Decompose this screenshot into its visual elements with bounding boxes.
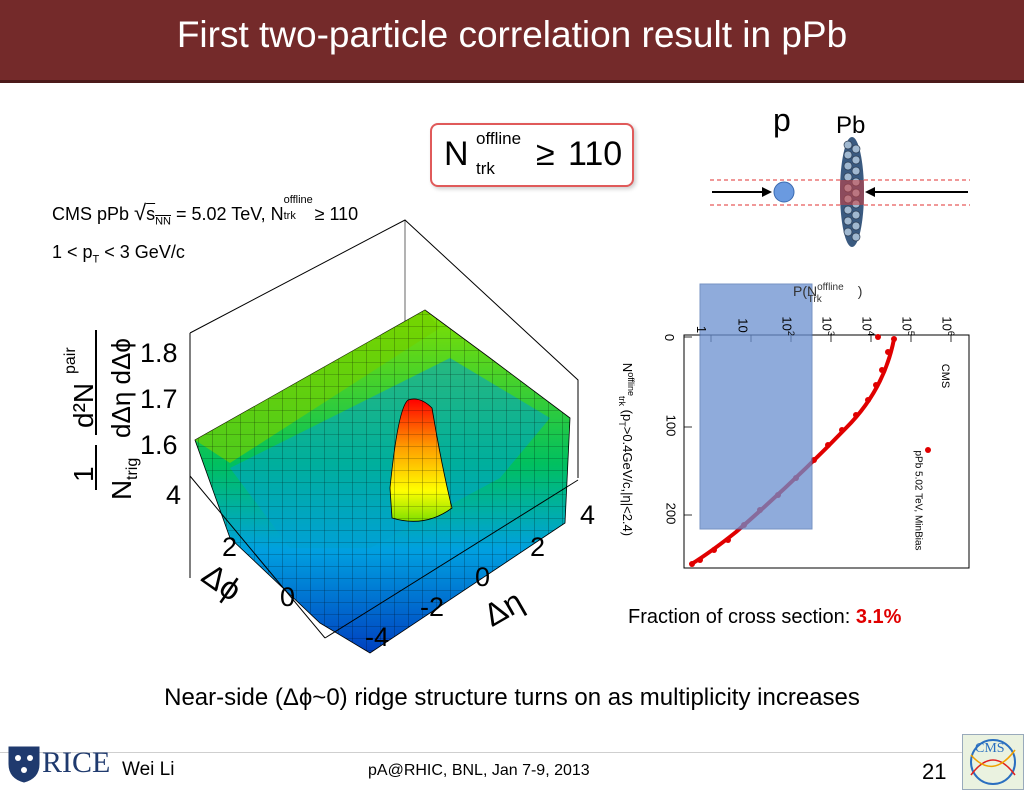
frame-back: [189, 219, 579, 478]
legend-label: pPb 5.02 TeV, MinBias: [912, 450, 924, 551]
p-tick-100: 102: [779, 316, 796, 336]
n-tick-200: 200: [663, 502, 679, 525]
cms-logo-text: CMS: [975, 741, 1005, 756]
p-tick-1000: 103: [819, 316, 836, 336]
footer-divider: [0, 752, 1024, 753]
p-tick-1e5: 105: [899, 316, 916, 336]
slide-caption: Near-side (Δϕ~0) ridge structure turns o…: [164, 684, 860, 711]
eta-tick-2: 2: [530, 532, 546, 562]
ntrk-relation: ≥: [536, 135, 555, 173]
proton-arrow-head: [762, 187, 772, 197]
phi-axis-line: [189, 475, 326, 639]
n-axis-ticks: [684, 336, 692, 516]
cross-section-label: Fraction of cross section:: [628, 606, 856, 628]
phi-tick-2: 2: [222, 532, 238, 562]
eta-tick-neg2: -2: [420, 592, 445, 622]
rice-logo: RICE: [42, 746, 111, 779]
collision-diagram: [710, 137, 970, 247]
p-tick-1e6: 106: [939, 316, 956, 336]
ntrk-superscript: offline: [476, 129, 522, 148]
z-tick-1-8: 1.8: [140, 338, 178, 368]
z-tick-1-6: 1.6: [140, 430, 178, 460]
lead-label: Pb: [836, 112, 866, 139]
n-tick-100: 100: [663, 414, 679, 437]
phi-tick-0: 0: [280, 582, 296, 612]
cross-section-value: 3.1%: [855, 606, 902, 628]
p-tick-10: 10: [735, 318, 751, 333]
surface-mesh: [195, 310, 570, 653]
z-axis-title: 1 N trig d²N pair dΔη dΔϕ: [18, 300, 198, 500]
author-name: Wei Li: [122, 759, 175, 780]
ntrk-symbol: N: [444, 135, 469, 173]
multiplicity-plot-svg: [683, 283, 970, 569]
p-tick-1e4: 104: [859, 316, 876, 336]
ntrk-value: 110: [568, 135, 623, 173]
proton-label: p: [773, 102, 791, 138]
title-bar: First two-particle correlation result in…: [0, 0, 1024, 83]
page-number: 21: [922, 759, 947, 784]
fraction-bars: [95, 330, 97, 490]
cms-logo-art: [970, 739, 1016, 785]
plot-header-line2: 1 < pT < 3 GeV/c: [52, 242, 185, 266]
p-tick-1: 1: [694, 325, 710, 334]
legend-marker: [925, 447, 931, 453]
eta-tick-4: 4: [580, 500, 596, 530]
p-axis-label: P(NofflineTrk): [793, 282, 863, 305]
cross-section-fraction: Fraction of cross section: 3.1%: [628, 606, 901, 629]
proton-ball: [773, 181, 795, 203]
overlap-region: [840, 180, 864, 205]
n-axis-label: Nofflinetrk (pT>0.4GeV/c,|η|<2.4): [617, 362, 637, 537]
ntrk-subscript: trk: [476, 159, 495, 178]
surface-3d: [189, 219, 579, 654]
eta-axis-line: [324, 479, 579, 639]
rice-shield-icon: [8, 746, 40, 783]
cms-label: CMS: [939, 363, 952, 389]
n-tick-0: 0: [662, 333, 678, 342]
z-tick-1-7: 1.7: [140, 384, 178, 414]
event-name: pA@RHIC, BNL, Jan 7-9, 2013: [368, 762, 590, 779]
eta-tick-neg4: -4: [365, 622, 390, 652]
lead-arrow-head: [865, 187, 875, 197]
phi-tick-4: 4: [166, 480, 182, 510]
multiplicity-cut-box: N offline trk ≥ 110: [430, 123, 634, 187]
cms-logo: CMS: [962, 734, 1024, 790]
selection-band: [699, 283, 813, 530]
eta-tick-0: 0: [475, 562, 491, 592]
slide-title: First two-particle correlation result in…: [176, 14, 848, 55]
